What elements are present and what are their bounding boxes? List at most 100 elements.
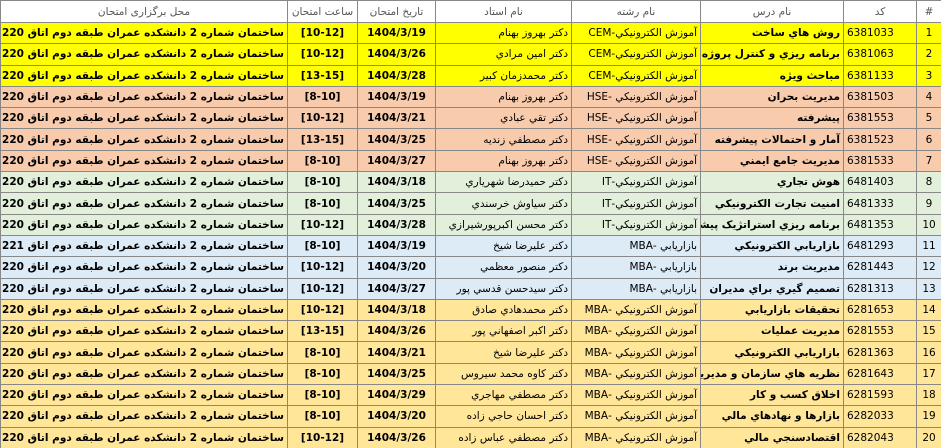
table-cell: ساختمان شماره 2 دانشکده عمران طبقه دوم ا… [0, 426, 288, 448]
table-cell: آموزش الکترونيکي-CEM [571, 43, 701, 66]
table-cell: 16 [916, 341, 941, 364]
table-cell: نظريه هاي سازمان و مديريت [700, 362, 844, 386]
table-row: 9 6481333 امنيت تجارت الکترونيکي آموزش الکت… [0, 192, 941, 215]
table-cell: 6381533 [843, 149, 917, 173]
table-cell: 12 [916, 256, 941, 279]
table-cell: ساختمان شماره 2 دانشکده عمران طبقه دوم ا… [0, 128, 288, 151]
table-row: 18 6281593 اخلاق کسب و کار آموزش الکترونيکي… [0, 384, 941, 407]
table-cell: دکتر عليرضا شيخ [435, 234, 572, 258]
table-cell: آموزش الکترونيکي-IT [571, 171, 701, 194]
table-cell: 1404/3/18 [357, 298, 436, 322]
table-cell: 6381133 [843, 64, 917, 87]
table-cell: امنيت تجارت الکترونيکي [700, 192, 844, 215]
table-row: 20 6282043 اقتصادسنجي مالي آموزش الکترونيکي… [0, 426, 941, 448]
table-cell: 1404/3/20 [357, 256, 436, 279]
table-cell: دکتر مصطفي مهاجري [435, 384, 572, 407]
table-cell: ساختمان شماره 2 دانشکده عمران طبقه دوم ا… [0, 341, 288, 364]
table-cell: آموزش الکترونيکي -HSE [571, 85, 701, 109]
table-cell: 5 [916, 107, 941, 130]
table-cell: دکتر بهروز بهنام [435, 85, 572, 109]
table-cell: 1404/3/27 [357, 277, 436, 300]
table-body: 1 6381033 روش هاي ساخت آموزش الکترونيکي-CEM… [0, 21, 941, 448]
table-cell: 6282043 [843, 426, 917, 448]
table-cell: [10-12] [287, 213, 358, 236]
table-cell: 6281553 [843, 320, 917, 343]
table-cell: مديريت بحران [700, 85, 844, 109]
table-row: 4 6381503 مديريت بحران آموزش الکترونيکي -HS… [0, 85, 941, 109]
table-cell: بازاريابي -MBA [571, 277, 701, 300]
table-cell: دکتر محمدزمان کبير [435, 64, 572, 87]
table-cell: 6381503 [843, 85, 917, 109]
table-cell: 1404/3/18 [357, 171, 436, 194]
table-cell: بازاريابي الکترونيکي [700, 341, 844, 364]
table-cell: دکتر حميدرضا شهرياري [435, 171, 572, 194]
table-cell: دکتر احسان حاجي زاده [435, 405, 572, 428]
table-cell: 1 [916, 21, 941, 45]
table-cell: 6281363 [843, 341, 917, 364]
table-cell: 6281443 [843, 256, 917, 279]
table-cell: 1404/3/26 [357, 426, 436, 448]
table-cell: 3 [916, 64, 941, 87]
table-row: 2 6381063 برنامه ريزي و کنترل پروژه آموزش ا… [0, 43, 941, 66]
table-row: 13 6281313 تصميم گيري براي مديران بازاريابي… [0, 277, 941, 300]
table-cell: روش هاي ساخت [700, 21, 844, 45]
table-cell: دکتر امين مرادي [435, 43, 572, 66]
table-cell: بازاريابي -MBA [571, 234, 701, 258]
table-cell: 1404/3/21 [357, 107, 436, 130]
table-cell: دکتر مصطفي زنديه [435, 128, 572, 151]
table-cell: هوش تجاري [700, 171, 844, 194]
table-cell: 19 [916, 405, 941, 428]
column-header: کد [843, 0, 917, 23]
table-cell: 6381063 [843, 43, 917, 66]
table-cell: مديريت عمليات [700, 320, 844, 343]
table-cell: بازاريابي الکترونيکي [700, 234, 844, 258]
table-cell: اقتصادسنجي مالي [700, 426, 844, 448]
table-cell: آمار و احتمالات پيشرفته [700, 128, 844, 151]
table-cell: ساختمان شماره 2 دانشکده عمران طبقه دوم ا… [0, 320, 288, 343]
column-header: نام رشته [571, 0, 701, 23]
table-cell: 11 [916, 234, 941, 258]
table-cell: 1404/3/19 [357, 21, 436, 45]
table-cell: 15 [916, 320, 941, 343]
table-cell: ساختمان شماره 2 دانشکده عمران طبقه دوم ا… [0, 21, 288, 45]
table-cell: ساختمان شماره 2 دانشکده عمران طبقه دوم ا… [0, 234, 288, 258]
table-cell: 1404/3/26 [357, 320, 436, 343]
table-cell: 6281313 [843, 277, 917, 300]
table-cell: دکتر بهروز بهنام [435, 149, 572, 173]
column-header: ساعت امتحان [287, 0, 358, 23]
table-cell: دکتر بهروز بهنام [435, 21, 572, 45]
table-cell: آموزش الکترونيکي -MBA [571, 384, 701, 407]
table-cell: [8-10] [287, 149, 358, 173]
table-cell: ساختمان شماره 2 دانشکده عمران طبقه دوم ا… [0, 171, 288, 194]
table-cell: 6481333 [843, 192, 917, 215]
table-cell: دکتر کاوه محمد سيروس [435, 362, 572, 386]
table-cell: دکتر محسن اکبرپورشيرازي [435, 213, 572, 236]
table-cell: آموزش الکترونيکي-IT [571, 213, 701, 236]
table-cell: 6381553 [843, 107, 917, 130]
table-cell: بازاريابي -MBA [571, 256, 701, 279]
table-cell: 17 [916, 362, 941, 386]
table-cell: 1404/3/20 [357, 405, 436, 428]
table-row: 12 6281443 مديريت برند بازاريابي -MBA دکتر م… [0, 256, 941, 279]
table-cell: [10-12] [287, 43, 358, 66]
table-cell: ساختمان شماره 2 دانشکده عمران طبقه دوم ا… [0, 405, 288, 428]
table-cell: 6381523 [843, 128, 917, 151]
table-cell: [8-10] [287, 171, 358, 194]
table-cell: 6281653 [843, 298, 917, 322]
table-row: 16 6281363 بازاريابي الکترونيکي آموزش الکتر… [0, 341, 941, 364]
table-cell: دکتر محمدهادي صادق [435, 298, 572, 322]
table-cell: پيشرفته [700, 107, 844, 130]
table-cell: آموزش الکترونيکي-IT [571, 192, 701, 215]
table-cell: دکتر سياوش خرسندي [435, 192, 572, 215]
table-cell: آموزش الکترونيکي -HSE [571, 107, 701, 130]
table-cell: ساختمان شماره 2 دانشکده عمران طبقه دوم ا… [0, 298, 288, 322]
table-cell: مديريت برند [700, 256, 844, 279]
column-header: تاریخ امتحان [357, 0, 436, 23]
table-cell: [13-15] [287, 320, 358, 343]
table-cell: [10-12] [287, 256, 358, 279]
table-cell: ساختمان شماره 2 دانشکده عمران طبقه دوم ا… [0, 213, 288, 236]
column-header: محل برگزاری امتحان [0, 0, 288, 23]
table-cell: 6282033 [843, 405, 917, 428]
table-cell: [8-10] [287, 85, 358, 109]
table-row: 5 6381553 پيشرفته آموزش الکترونيکي -HSE دکتر… [0, 107, 941, 130]
